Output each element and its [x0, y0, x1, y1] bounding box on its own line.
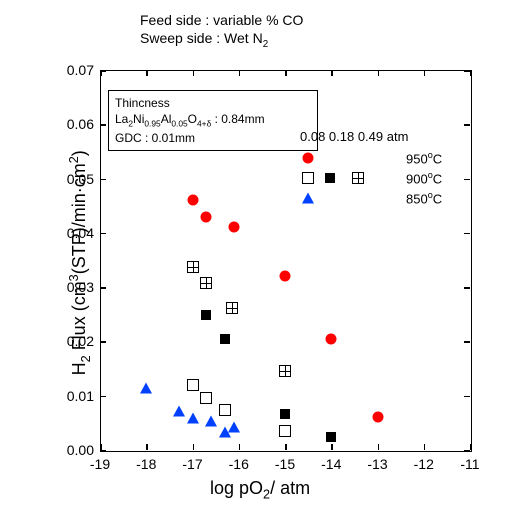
data-point — [187, 195, 198, 206]
data-point — [187, 412, 199, 423]
legend-row-950: 950oC — [300, 148, 442, 168]
y-tick-label: 0.07 — [56, 62, 94, 78]
data-point — [201, 310, 211, 320]
legend-row-850: 850oC — [300, 188, 442, 208]
y-tick-label: 0.02 — [56, 333, 94, 349]
y-tick-label: 0.03 — [56, 279, 94, 295]
data-point — [228, 421, 240, 432]
data-point — [140, 382, 152, 393]
x-tick-label: -16 — [229, 456, 249, 472]
x-tick-label: -17 — [182, 456, 202, 472]
data-point — [280, 271, 291, 282]
data-point — [219, 404, 231, 416]
data-point — [279, 425, 291, 437]
data-point — [279, 365, 291, 377]
atm-header: 0.08 0.18 0.49 atm — [300, 129, 408, 144]
data-point — [173, 405, 185, 416]
legend-material-line: La2Ni0.95Al0.05O4+δ : 0.84mm — [115, 111, 311, 130]
thickness-legend-box: Thincness La2Ni0.95Al0.05O4+δ : 0.84mm G… — [108, 90, 318, 151]
x-tick-label: -12 — [414, 456, 434, 472]
data-point — [205, 415, 217, 426]
legend-row-900: 900oC — [300, 168, 442, 188]
data-point — [187, 379, 199, 391]
data-point — [220, 334, 230, 344]
data-point — [226, 302, 238, 314]
chart-container: Feed side : variable % CO Sweep side : W… — [0, 0, 519, 512]
data-point — [326, 432, 336, 442]
series-legend: 950oC 900oC 850oC — [300, 148, 442, 208]
x-tick-label: -13 — [367, 456, 387, 472]
legend-heading: Thincness — [115, 95, 311, 111]
data-point — [200, 277, 212, 289]
x-tick-label: -11 — [460, 456, 479, 472]
y-axis-label: H2 Flux (cm3(STP)/min·cm2) — [67, 113, 93, 413]
data-point — [200, 392, 212, 404]
feed-side-label: Feed side : variable % CO — [140, 12, 303, 28]
data-point — [326, 333, 337, 344]
y-tick-label: 0.00 — [56, 442, 94, 458]
x-tick-label: -19 — [90, 456, 110, 472]
y-tick-label: 0.05 — [56, 171, 94, 187]
x-tick-label: -18 — [136, 456, 156, 472]
data-point — [201, 211, 212, 222]
data-point — [280, 409, 290, 419]
y-tick-label: 0.06 — [56, 116, 94, 132]
x-axis-label: log pO2/ atm — [210, 478, 310, 502]
data-point — [229, 222, 240, 233]
legend-gdc-line: GDC : 0.01mm — [115, 130, 311, 146]
data-point — [187, 261, 199, 273]
x-tick-label: -15 — [275, 456, 295, 472]
y-tick-label: 0.01 — [56, 388, 94, 404]
x-tick-label: -14 — [321, 456, 341, 472]
sweep-side-label: Sweep side : Wet N2 — [140, 30, 268, 50]
data-point — [372, 412, 383, 423]
y-tick-label: 0.04 — [56, 225, 94, 241]
